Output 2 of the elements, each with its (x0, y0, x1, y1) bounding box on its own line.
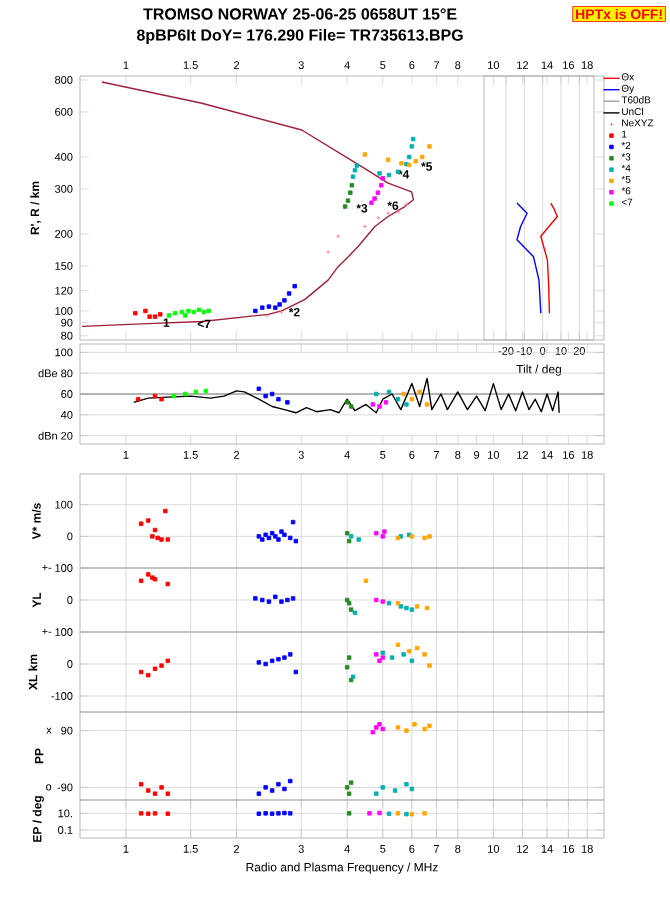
chart-title: TROMSO NORWAY 25-06-25 0658UT 15°E (143, 8, 457, 20)
chart-subtitle: 8pBP6It DoY= 176.290 File= TR735613.BPG (136, 28, 463, 44)
